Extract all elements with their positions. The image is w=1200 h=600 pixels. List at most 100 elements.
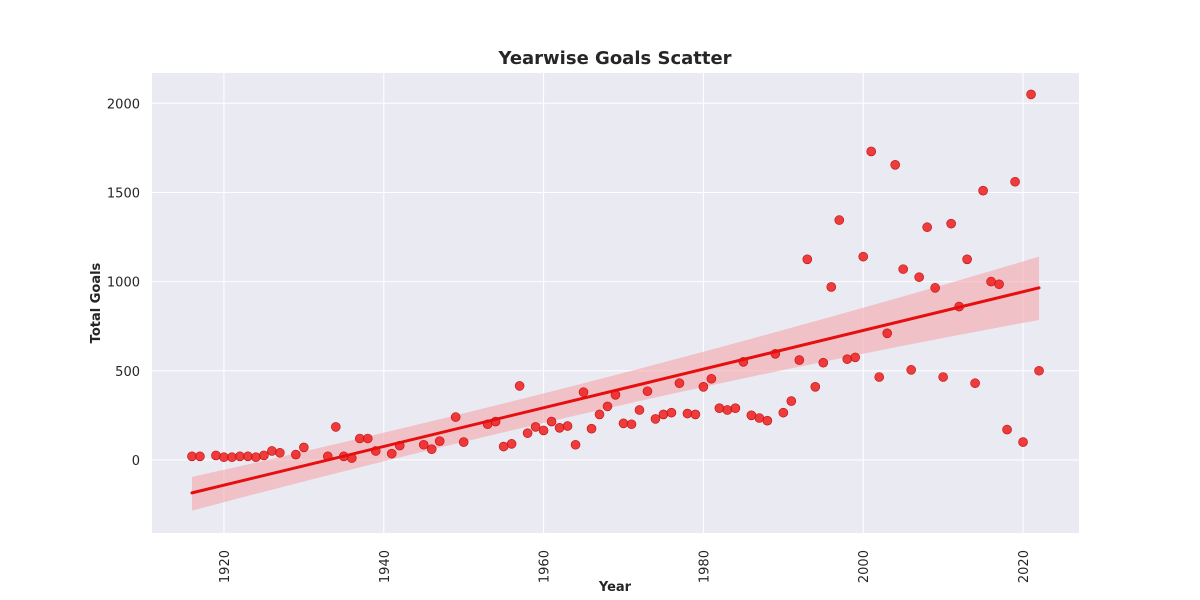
scatter-point: [235, 451, 245, 462]
scatter-point: [834, 215, 845, 225]
scatter-point: [690, 409, 701, 420]
scatter-point: [522, 428, 533, 438]
regression-line: [190, 286, 1041, 495]
scatter-point: [594, 409, 605, 420]
scatter-point: [658, 409, 669, 420]
scatter-point: [514, 381, 525, 391]
scatter-point: [986, 276, 996, 287]
scatter-point: [674, 378, 685, 389]
scatter-point: [299, 442, 309, 453]
scatter-point: [1026, 89, 1036, 100]
scatter-point: [994, 279, 1004, 290]
scatter-point: [890, 160, 900, 170]
scatter-point: [538, 425, 549, 436]
scatter-point: [898, 264, 908, 274]
scatter-point: [578, 387, 589, 397]
scatter-point: [970, 378, 980, 389]
scatter-point: [530, 422, 541, 432]
scatter-point: [922, 222, 932, 233]
scatter-point: [586, 423, 597, 434]
scatter-point: [634, 405, 645, 415]
scatter-point: [1002, 424, 1012, 435]
scatter-point: [267, 446, 277, 456]
scatter-point: [642, 386, 653, 397]
scatter-point: [778, 407, 789, 418]
scatter-point: [938, 372, 948, 382]
data-points: [187, 89, 1044, 463]
y-tick-label: 1000: [107, 276, 140, 291]
scatter-point: [458, 437, 469, 447]
scatter-point: [874, 372, 885, 382]
scatter-point: [626, 419, 637, 430]
scatter-point: [602, 401, 613, 412]
scatter-point: [570, 439, 581, 450]
scatter-point: [554, 423, 565, 433]
scatter-point: [794, 355, 805, 365]
chart-title: Yearwise Goals Scatter: [497, 48, 731, 69]
scatter-point: [650, 414, 661, 424]
x-tick-label: 2000: [857, 550, 872, 583]
scatter-point: [251, 452, 261, 463]
scatter-point: [786, 396, 797, 406]
scatter-point: [746, 410, 757, 421]
grid-lines: [152, 73, 1079, 533]
scatter-point: [850, 352, 861, 363]
scatter-point: [698, 381, 709, 392]
y-axis-label: Total Goals: [89, 262, 104, 343]
scatter-point: [243, 451, 253, 462]
scatter-point: [1018, 437, 1028, 447]
tick-labels: 1920 1940 1960 1980 2000 2020 0 500 1000 1500 2000: [107, 97, 1032, 583]
scatter-point: [810, 381, 821, 392]
scatter-point: [930, 283, 940, 293]
scatter-point: [386, 448, 397, 459]
scatter-point: [858, 251, 869, 262]
scatter-point: [546, 416, 557, 427]
x-tick-label: 1920: [218, 550, 233, 583]
x-axis-label: Year: [598, 580, 632, 595]
scatter-point: [682, 408, 693, 419]
scatter-point: [227, 452, 237, 463]
x-tick-label: 1960: [538, 550, 553, 583]
scatter-point: [914, 272, 924, 282]
y-tick-label: 0: [132, 454, 140, 469]
scatter-point: [211, 450, 221, 461]
scatter-point: [882, 328, 893, 339]
scatter-point: [802, 254, 813, 265]
scatter-point: [562, 421, 573, 431]
x-tick-label: 1980: [697, 550, 712, 583]
scatter-point: [259, 450, 269, 461]
scatter-point: [762, 415, 773, 426]
scatter-point: [362, 433, 373, 444]
scatter-point: [842, 354, 853, 364]
scatter-point: [666, 407, 677, 418]
scatter-point: [275, 447, 285, 458]
scatter-point: [818, 357, 829, 368]
x-tick-label: 1940: [378, 550, 393, 583]
y-tick-label: 1500: [107, 186, 140, 201]
scatter-point: [498, 441, 509, 452]
x-tick-label: 2020: [1017, 550, 1032, 583]
scatter-point: [1010, 176, 1020, 187]
scatter-point: [195, 451, 205, 462]
scatter-point: [450, 412, 461, 422]
scatter-point: [618, 418, 629, 429]
scatter-point: [291, 449, 301, 460]
scatter-point: [506, 439, 517, 449]
scatter-point: [418, 439, 429, 450]
scatter-point: [331, 422, 341, 432]
scatter-point: [354, 433, 365, 444]
scatter-point: [187, 451, 197, 462]
scatter-point: [434, 436, 445, 446]
scatter-point: [866, 146, 877, 157]
scatter-point: [946, 218, 956, 229]
scatter-point: [714, 403, 725, 413]
scatter-point: [978, 185, 988, 196]
scatter-point: [826, 282, 837, 292]
scatter-point: [1034, 365, 1044, 376]
y-tick-label: 2000: [107, 97, 140, 112]
scatter-point: [962, 254, 972, 265]
scatter-point: [722, 405, 733, 415]
scatter-point: [730, 403, 741, 413]
